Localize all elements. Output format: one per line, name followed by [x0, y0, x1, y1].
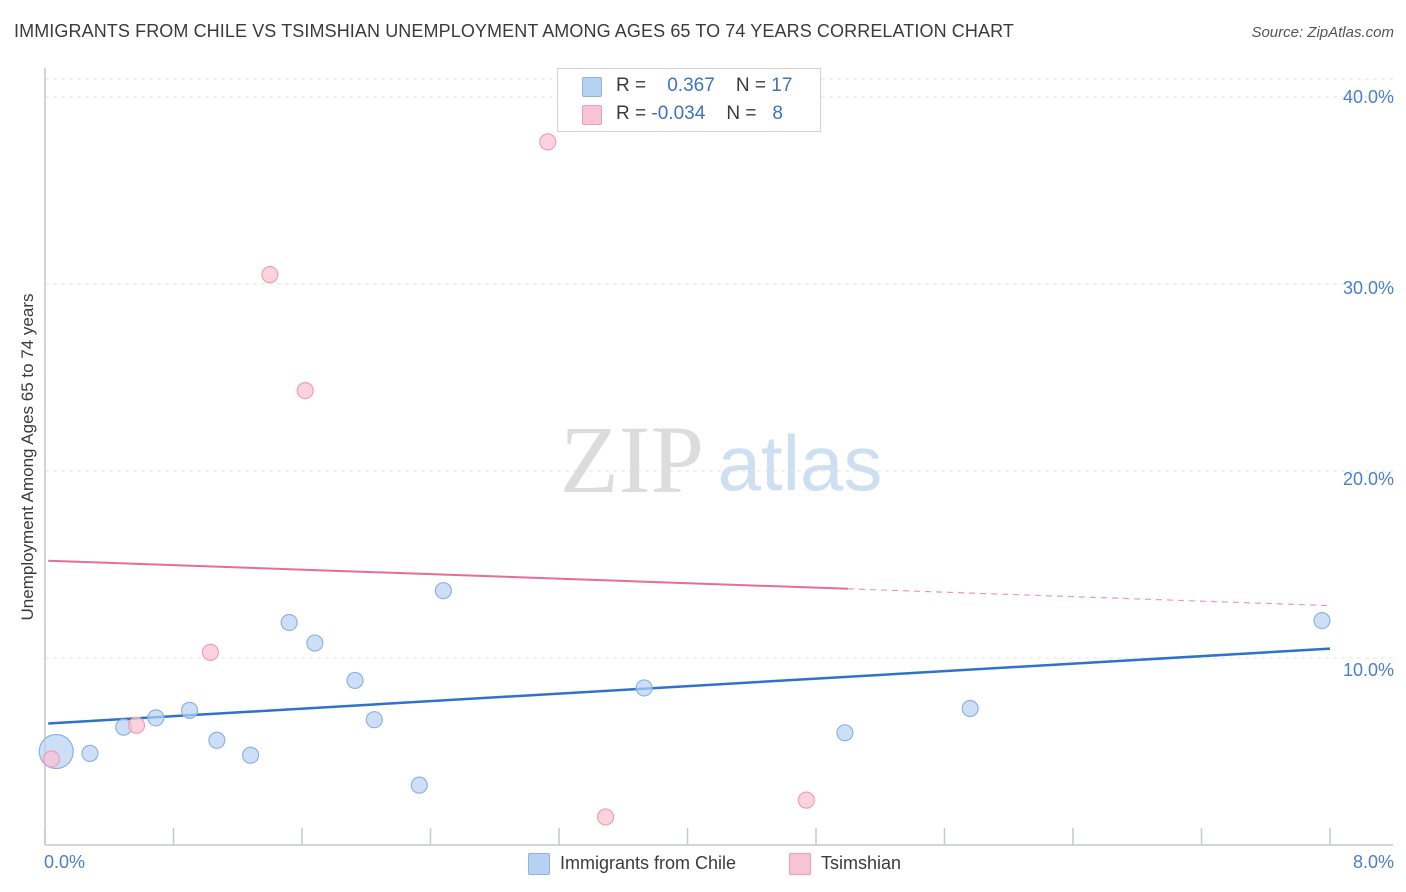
tsimshian-point — [201, 643, 220, 661]
tsimshian-point — [539, 133, 557, 151]
axis-layer — [44, 68, 1393, 846]
tsimshian-trend-line — [48, 559, 849, 590]
tsimshian-point — [296, 381, 314, 400]
x-tick-label: 0.0% — [44, 852, 86, 872]
legend-label-chile: Immigrants from Chile — [560, 853, 737, 873]
correlation-legend: R = 0.367 N = 17 R = -0.034 N = 8 — [557, 68, 821, 132]
legend-label-tsimshian: Tsimshian — [821, 853, 902, 873]
legend-swatch-pink — [789, 853, 811, 875]
y-tick-label: 20.0% — [1342, 469, 1394, 489]
x-tick-label: 8.0% — [1352, 852, 1394, 872]
chile-point — [81, 744, 99, 762]
chile-point — [365, 711, 383, 729]
trend-layer — [48, 559, 1331, 725]
chart-title: IMMIGRANTS FROM CHILE VS TSIMSHIAN UNEMP… — [14, 21, 1014, 41]
tsimshian-trend-extension — [848, 588, 1331, 607]
tsimshian-point — [42, 750, 61, 768]
tsimshian-point — [797, 791, 815, 809]
tsimshian-point — [596, 808, 615, 826]
chile-point — [434, 582, 452, 600]
legend-swatch-blue — [528, 853, 550, 875]
chile-point — [306, 634, 324, 652]
tsimshian-point — [127, 716, 146, 734]
y-tick-label: 30.0% — [1342, 278, 1394, 298]
chile-point — [208, 731, 226, 749]
chile-point — [836, 724, 854, 742]
tsimshian-point — [261, 266, 279, 284]
watermark: ZIP atlas — [560, 406, 882, 513]
source-label: Source: ZipAtlas.com — [1251, 24, 1394, 41]
chile-point — [147, 709, 165, 727]
chile-point — [410, 776, 428, 794]
watermark-zip: ZIP — [560, 406, 704, 513]
chile-point — [346, 671, 364, 690]
chile-point — [280, 613, 298, 632]
grid-layer — [45, 78, 1393, 659]
legend-swatch-blue — [582, 77, 602, 97]
y-axis-label: Unemployment Among Ages 65 to 74 years — [18, 293, 37, 621]
point-layer — [38, 133, 1331, 826]
y-tick-label: 10.0% — [1342, 660, 1394, 680]
chile-trend-line — [48, 647, 1331, 725]
y-tick-label: 40.0% — [1342, 87, 1394, 107]
chile-point — [961, 699, 979, 718]
chile-point — [1313, 611, 1331, 630]
legend-swatch-pink — [582, 105, 602, 125]
watermark-atlas: atlas — [718, 419, 883, 507]
legend-text-tsimshian: R = -0.034 N = 8 — [616, 103, 783, 124]
chile-point — [180, 701, 199, 719]
chile-point — [635, 679, 653, 697]
legend-text-chile: R = 0.367 N = 17 — [616, 75, 793, 96]
chile-point — [242, 746, 260, 764]
